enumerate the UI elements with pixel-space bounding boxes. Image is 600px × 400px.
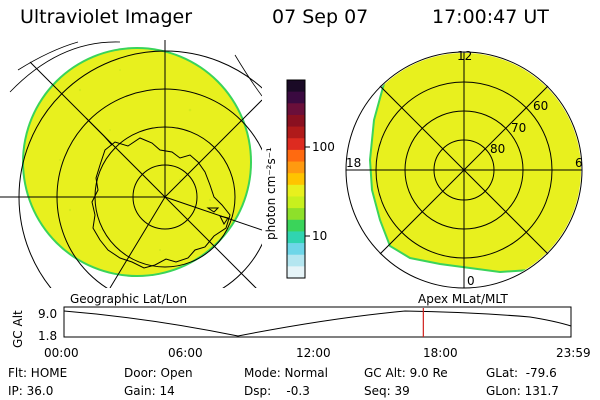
magnetic-map[interactable]: 12 18 6 0 60 70 80 (345, 49, 588, 289)
status-door: Door: Open (124, 366, 193, 380)
mlt-label-18: 18 (346, 156, 361, 170)
time-label: 17:00:47 UT (432, 6, 549, 28)
right-projection-label: Apex MLat/MLT (418, 292, 508, 306)
colorbar-swatch (287, 208, 305, 221)
altitude-curve (63, 310, 572, 337)
colorbar (286, 79, 306, 279)
mlt-label-0: 0 (467, 274, 475, 288)
altitude-timeline[interactable] (63, 306, 572, 338)
status-glon: GLon: 131.7 (486, 384, 559, 398)
timeline-xtick-2359: 23:59 (556, 346, 591, 360)
colorbar-swatch (287, 254, 305, 267)
status-panel: Flt: HOME IP: 36.0 Door: Open Gain: 14 M… (8, 366, 559, 398)
left-outer-arcs (9, 41, 262, 97)
date-label: 07 Sep 07 (272, 6, 369, 28)
colorbar-swatch (287, 91, 305, 104)
colorbar-swatch (287, 196, 305, 209)
colorbar-swatch (287, 103, 305, 116)
timeline-xtick-0600: 06:00 (168, 346, 203, 360)
colorbar-swatch (287, 173, 305, 186)
colorbar-swatch (287, 184, 305, 198)
colorbar-swatch (287, 149, 305, 163)
right-mlt-lines (346, 52, 582, 288)
colorbar-unit-label: photon cm⁻²s⁻¹ (264, 147, 278, 240)
colorbar-tick-100: 100 (312, 140, 335, 154)
colorbar-swatch (287, 161, 305, 174)
coast-island (206, 207, 229, 225)
colorbar-swatch (287, 126, 305, 139)
colorbar-frame (286, 79, 306, 279)
status-gain: Gain: 14 (124, 384, 175, 398)
mlat-label-80: 80 (490, 142, 505, 156)
left-aurora-disk (24, 49, 250, 275)
status-seq: Seq: 39 (364, 384, 410, 398)
peninsula (85, 117, 113, 146)
timeline-axis-label: GC Alt (11, 310, 25, 348)
colorbar-swatch (287, 138, 305, 151)
colorbar-swatch (287, 266, 305, 279)
timeline-ytick-1-8: 1.8 (38, 329, 57, 343)
status-ip: IP: 36.0 (8, 384, 53, 398)
mlt-label-12: 12 (457, 49, 472, 63)
colorbar-swatch (287, 114, 305, 128)
status-flt: Flt: HOME (8, 366, 67, 380)
left-projection-label: Geographic Lat/Lon (70, 292, 187, 306)
colorbar-swatch (287, 80, 305, 93)
colorbar-swatch (287, 219, 305, 233)
status-gc-alt: GC Alt: 9.0 Re (364, 366, 448, 380)
timeline-xtick-1200: 12:00 (296, 346, 331, 360)
status-glat: GLat: -79.6 (486, 366, 557, 380)
mlt-label-6: 6 (575, 156, 583, 170)
status-dsp: Dsp: -0.3 (244, 384, 310, 398)
mlat-label-60: 60 (533, 99, 548, 113)
colorbar-tick-10: 10 (312, 229, 327, 243)
geographic-map[interactable] (0, 40, 311, 343)
timeline-xtick-1800: 18:00 (423, 346, 458, 360)
timeline-xtick-0000: 00:00 (44, 346, 79, 360)
colorbar-swatch (287, 231, 305, 244)
colorbar-swatch (287, 243, 305, 256)
status-mode: Mode: Normal (244, 366, 328, 380)
page-title: Ultraviolet Imager (20, 6, 193, 28)
timeline-ytick-9: 9.0 (38, 307, 57, 321)
antarctica-coastline (91, 137, 231, 269)
mlat-label-70: 70 (511, 121, 526, 135)
